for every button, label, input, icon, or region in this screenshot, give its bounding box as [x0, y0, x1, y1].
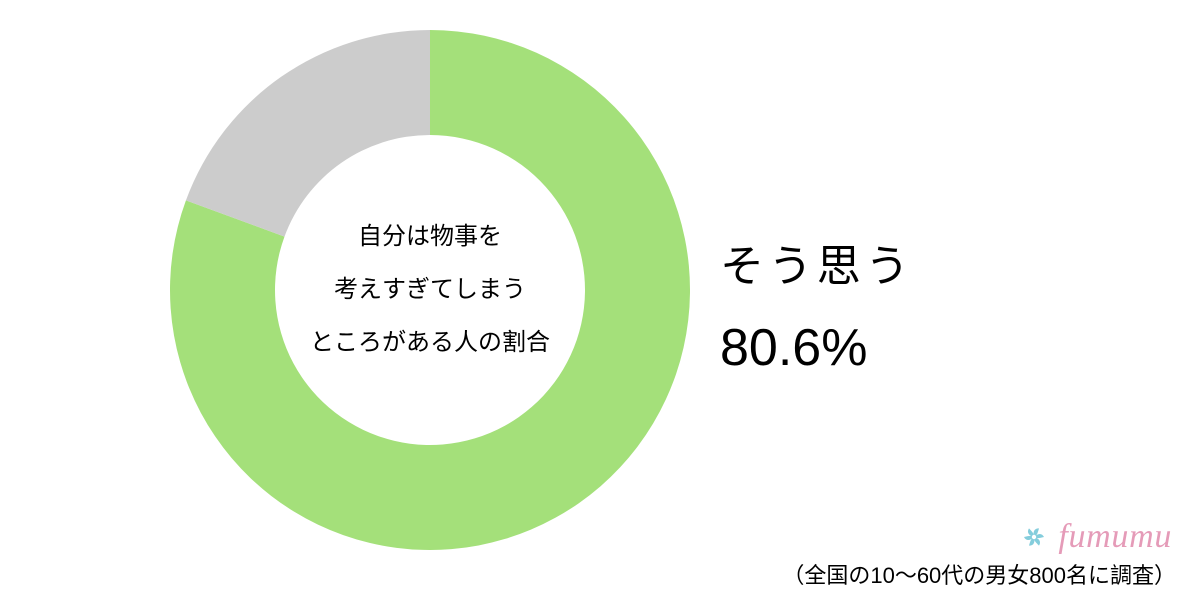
center-label-line1: 自分は物事を: [310, 211, 550, 264]
chart-center-label: 自分は物事を 考えすぎてしまう ところがある人の割合: [310, 211, 550, 369]
brand-logo: fumumu: [1016, 518, 1172, 556]
logo-text: fumumu: [1058, 518, 1172, 556]
logo-flower-icon: [1016, 519, 1052, 555]
center-label-line3: ところがある人の割合: [310, 316, 550, 369]
callout: そう思う 80.6%: [720, 230, 914, 378]
callout-line2: 80.6%: [720, 318, 914, 378]
survey-footnote: （全国の10〜60代の男女800名に調査）: [782, 558, 1176, 590]
donut-chart: 自分は物事を 考えすぎてしまう ところがある人の割合: [170, 30, 690, 550]
callout-line1: そう思う: [720, 230, 914, 294]
center-label-line2: 考えすぎてしまう: [310, 264, 550, 317]
